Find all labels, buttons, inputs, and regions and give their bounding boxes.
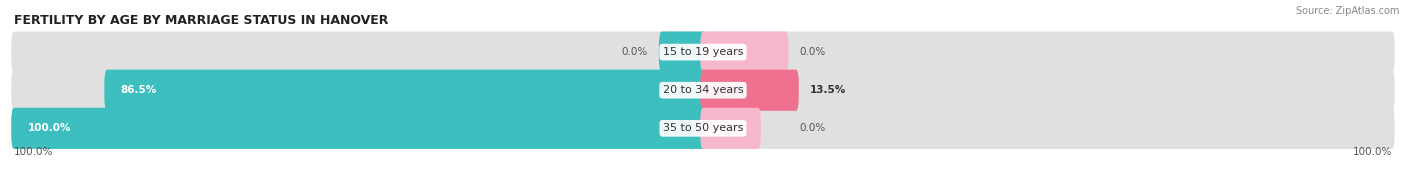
Text: 20 to 34 years: 20 to 34 years — [662, 85, 744, 95]
FancyBboxPatch shape — [11, 70, 1395, 111]
FancyBboxPatch shape — [104, 70, 706, 111]
Text: 100.0%: 100.0% — [28, 123, 72, 133]
Text: 0.0%: 0.0% — [621, 47, 648, 57]
FancyBboxPatch shape — [11, 108, 1395, 149]
FancyBboxPatch shape — [11, 108, 706, 149]
Text: Source: ZipAtlas.com: Source: ZipAtlas.com — [1295, 6, 1399, 16]
Text: 86.5%: 86.5% — [121, 85, 157, 95]
Text: 13.5%: 13.5% — [810, 85, 846, 95]
Text: 15 to 19 years: 15 to 19 years — [662, 47, 744, 57]
Text: 0.0%: 0.0% — [800, 47, 825, 57]
Text: 35 to 50 years: 35 to 50 years — [662, 123, 744, 133]
FancyBboxPatch shape — [700, 32, 789, 73]
FancyBboxPatch shape — [700, 108, 761, 149]
FancyBboxPatch shape — [11, 32, 1395, 73]
FancyBboxPatch shape — [700, 70, 799, 111]
Text: FERTILITY BY AGE BY MARRIAGE STATUS IN HANOVER: FERTILITY BY AGE BY MARRIAGE STATUS IN H… — [14, 14, 388, 27]
FancyBboxPatch shape — [659, 32, 706, 73]
Text: 0.0%: 0.0% — [800, 123, 825, 133]
Text: 100.0%: 100.0% — [14, 147, 53, 157]
Text: 100.0%: 100.0% — [1353, 147, 1392, 157]
